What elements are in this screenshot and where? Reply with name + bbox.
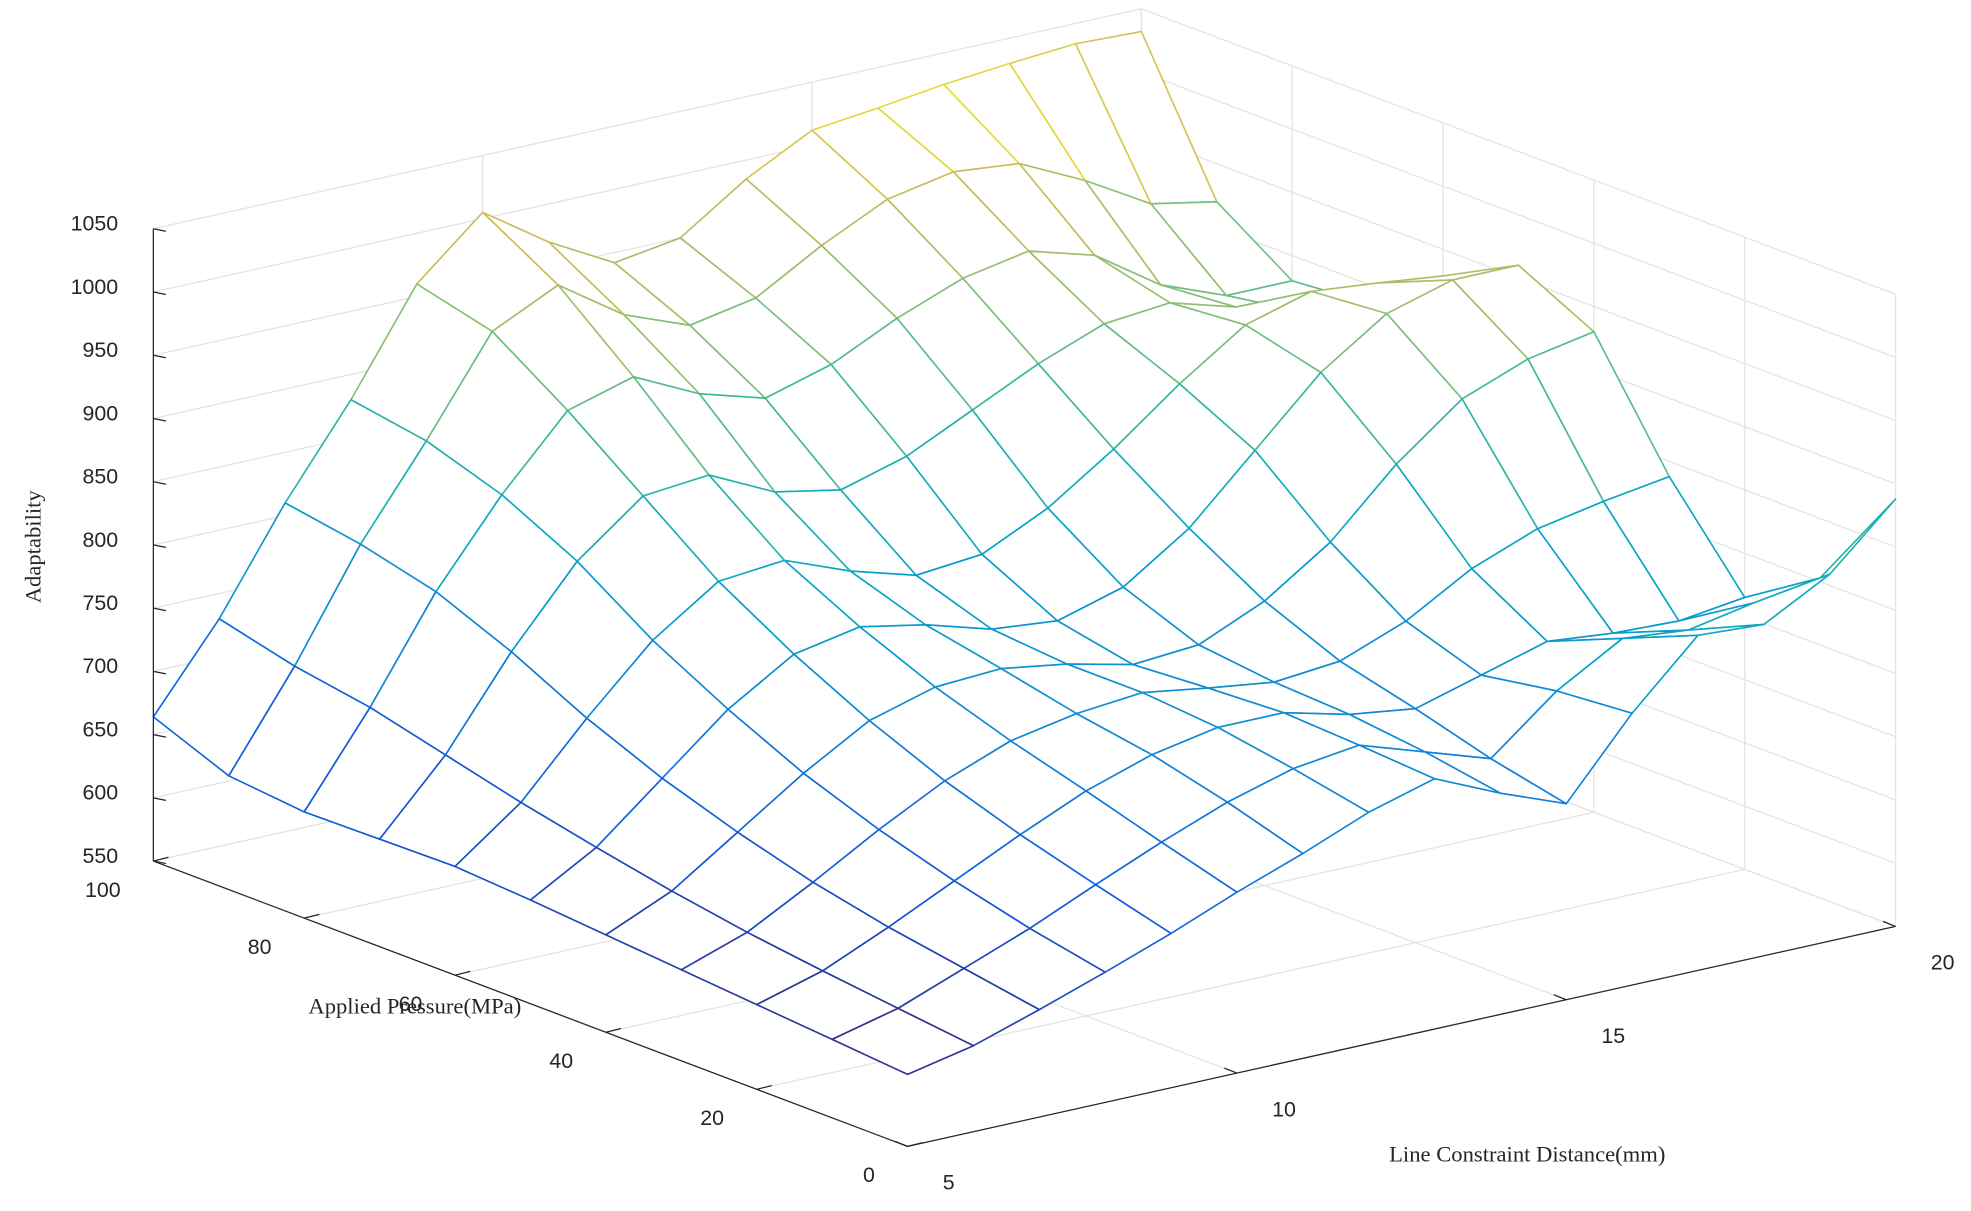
y-tick-label: 20	[700, 1106, 724, 1130]
z-tick-label: 700	[83, 654, 119, 678]
tick-mark	[1553, 994, 1567, 1001]
y-tick-label: 0	[863, 1163, 875, 1187]
tick-mark	[1224, 1067, 1238, 1074]
z-tick-label: 950	[83, 338, 119, 362]
z-tick-label: 900	[83, 401, 119, 425]
z-tick-label: 600	[83, 781, 119, 805]
tick-mark	[153, 860, 167, 865]
grid-line	[153, 8, 1142, 230]
axis-line	[153, 860, 908, 1147]
tick-mark	[153, 354, 167, 359]
surface-cell	[1753, 498, 1897, 604]
tick-mark	[304, 913, 320, 919]
axis-line	[907, 925, 1896, 1148]
tick-mark	[153, 670, 167, 675]
y-axis-title: Applied Pressure(MPa)	[308, 993, 521, 1018]
tick-mark	[907, 1142, 923, 1147]
y-tick-label: 40	[549, 1049, 573, 1073]
tick-mark	[454, 970, 471, 976]
z-tick-label: 1000	[71, 275, 119, 299]
tick-mark	[153, 481, 167, 485]
x-axis-title: Line Constraint Distance(mm)	[1389, 1142, 1665, 1167]
tick-mark	[153, 733, 167, 738]
y-tick-label: 60	[399, 992, 423, 1016]
z-tick-label: 750	[83, 591, 119, 615]
z-tick-label: 550	[83, 844, 119, 868]
tick-mark	[605, 1027, 622, 1033]
tick-mark	[153, 291, 167, 296]
z-tick-label: 800	[83, 528, 119, 552]
tick-mark	[153, 856, 169, 862]
z-axis-title: Adaptability	[20, 490, 45, 604]
x-tick-label: 15	[1601, 1024, 1625, 1048]
z-tick-label: 650	[83, 717, 119, 741]
z-tick-label: 850	[83, 465, 119, 489]
tick-mark	[894, 1140, 908, 1147]
tick-mark	[153, 228, 167, 232]
x-tick-label: 5	[943, 1171, 955, 1195]
axis-layer: 550 600 650 700 750 800 850 900 950 1000 1050 0 20 40…	[71, 212, 1955, 1195]
tick-mark	[153, 417, 167, 422]
grid-line	[1141, 71, 1896, 358]
grid-line	[1141, 8, 1896, 295]
x-tick-label: 20	[1931, 951, 1955, 975]
tick-mark	[1882, 920, 1896, 927]
y-tick-label: 100	[85, 878, 121, 902]
tick-mark	[153, 797, 167, 801]
tick-mark	[756, 1084, 772, 1090]
tick-mark	[153, 607, 167, 612]
z-tick-label: 1050	[71, 212, 119, 236]
x-tick-label: 10	[1272, 1097, 1296, 1121]
y-tick-label: 80	[248, 935, 272, 959]
surface-layer	[152, 30, 1897, 1076]
surface-cell	[831, 1007, 975, 1076]
tick-mark	[153, 544, 167, 549]
